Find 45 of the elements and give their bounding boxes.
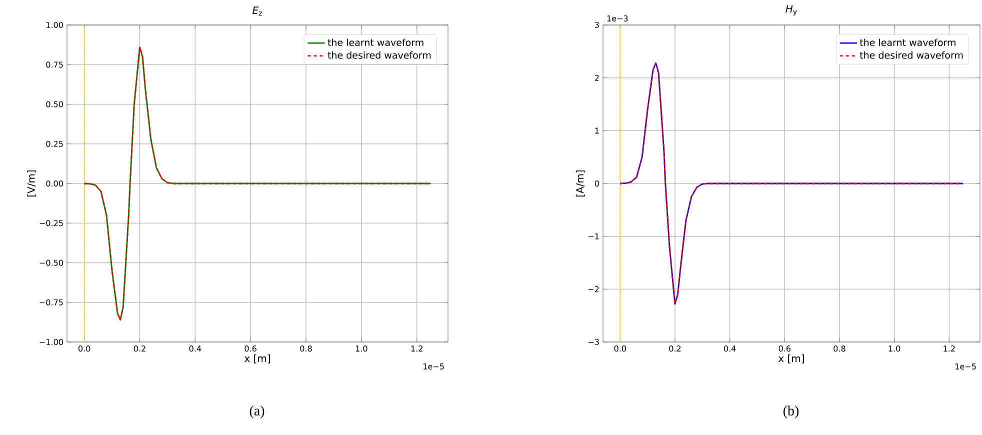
- x-tick-label: 0.6: [244, 346, 256, 352]
- y-tick-label: 3: [594, 22, 599, 28]
- legend-label: the desired waveform: [328, 51, 431, 59]
- legend-label: the learnt waveform: [860, 38, 956, 46]
- chart-title: E$_{z}$: [252, 6, 262, 16]
- text: (b): [783, 406, 799, 418]
- y-tick-label: −2: [588, 286, 599, 292]
- legend-label: the learnt waveform: [328, 38, 424, 46]
- x-tick-label: 1.2: [411, 346, 422, 352]
- text: 1e−5: [956, 364, 976, 370]
- y-tick-label: −0.50: [40, 260, 63, 266]
- text: 1e−5: [424, 364, 444, 370]
- y-axis-title: [A/m]: [576, 170, 585, 197]
- y-tick-label: 0: [594, 180, 599, 187]
- x-axis-title: x [m]: [778, 354, 804, 364]
- y-tick-label: 2: [594, 74, 599, 81]
- chart-title: H$_{y}$: [786, 5, 797, 16]
- text: (a): [250, 406, 264, 418]
- x-axis-title: x [m]: [244, 354, 270, 364]
- y-tick-label: 0.25: [46, 140, 63, 147]
- y-tick-label: −1.00: [40, 338, 63, 346]
- y-tick-label: 1.00: [46, 22, 63, 28]
- y-tick-label: −0.25: [40, 220, 63, 226]
- text: 1e−3: [607, 15, 628, 22]
- x-tick-label: 0.0: [614, 346, 626, 352]
- x-tick-label: 0.4: [724, 346, 736, 352]
- x-tick-label: 0.2: [669, 346, 681, 352]
- y-axis-title: [V/m]: [27, 170, 36, 197]
- y-tick-label: −0.75: [40, 299, 63, 306]
- x-tick-label: 0.8: [834, 346, 846, 352]
- y-tick-label: 1: [595, 128, 599, 134]
- x-tick-label: 0.0: [78, 346, 90, 352]
- y-tick-label: −1: [588, 233, 599, 240]
- y-tick-label: 0.00: [46, 180, 63, 187]
- y-tick-label: 0.75: [46, 62, 63, 68]
- x-tick-label: 0.6: [778, 346, 790, 352]
- x-tick-label: 1.0: [888, 346, 900, 352]
- legend-label: the desired waveform: [860, 51, 963, 59]
- y-tick-label: 0.50: [46, 101, 63, 108]
- x-tick-label: 0.4: [189, 346, 202, 352]
- x-tick-label: 0.2: [134, 346, 146, 352]
- x-tick-label: 1.0: [356, 346, 368, 352]
- x-tick-label: 0.8: [300, 346, 312, 352]
- y-tick-label: −3: [588, 338, 599, 346]
- x-tick-label: 1.2: [944, 346, 955, 352]
